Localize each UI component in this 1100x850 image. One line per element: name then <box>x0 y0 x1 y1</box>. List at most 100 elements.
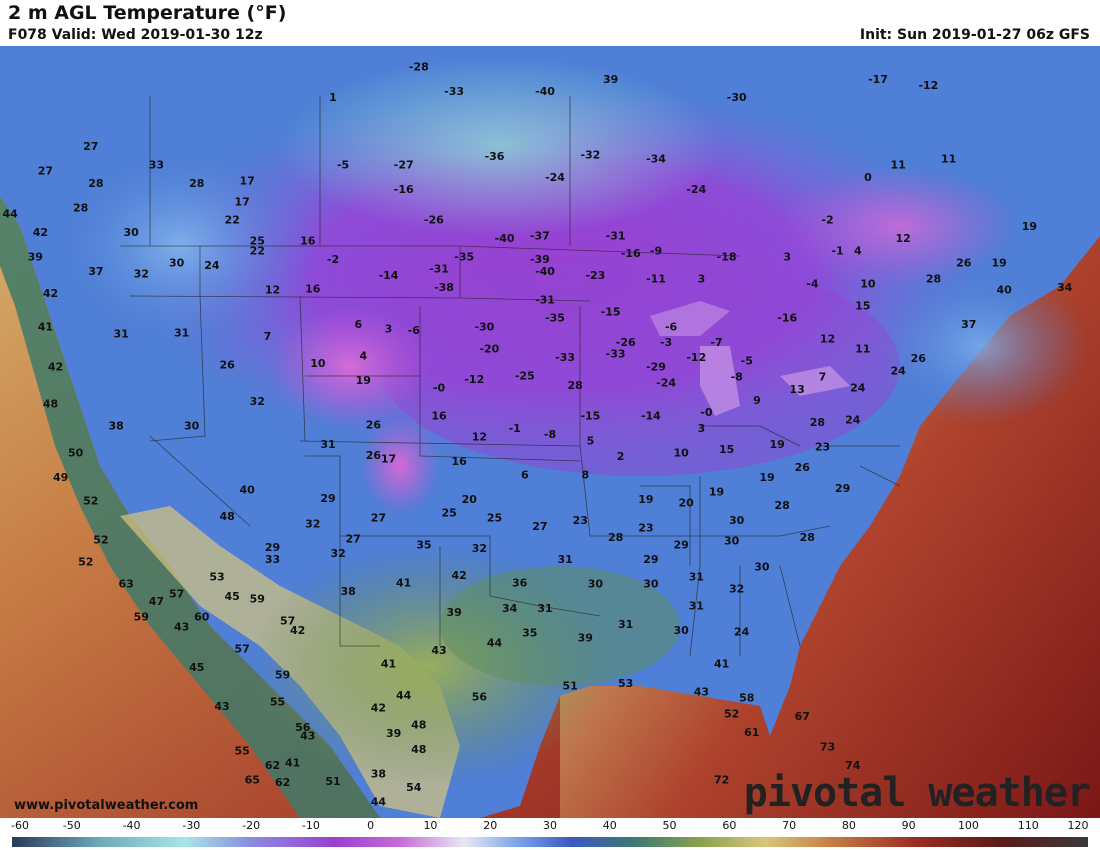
temperature-label: 31 <box>689 600 704 613</box>
temperature-label: 10 <box>310 357 326 370</box>
temperature-label: -33 <box>606 347 626 360</box>
temperature-label: 28 <box>73 201 88 214</box>
temperature-label: 32 <box>729 583 744 596</box>
temperature-label: 37 <box>88 265 103 278</box>
temperature-label: 52 <box>93 534 108 547</box>
scale-tick-label: -10 <box>301 819 320 832</box>
temperature-label: 57 <box>169 587 184 600</box>
temperature-label: -24 <box>545 171 565 184</box>
temperature-label: 32 <box>305 518 320 531</box>
temperature-label: 13 <box>790 383 805 396</box>
temperature-label: 17 <box>381 453 396 466</box>
temperature-label: 47 <box>149 595 164 608</box>
temperature-label: 12 <box>265 284 280 297</box>
temperature-label: 11 <box>941 152 956 165</box>
temperature-label: -23 <box>585 269 605 282</box>
temperature-label: 31 <box>618 618 633 631</box>
temperature-label: 30 <box>674 624 690 637</box>
temperature-label: 2 <box>617 450 625 463</box>
temperature-label: 54 <box>406 781 422 794</box>
temperature-label: 11 <box>891 159 906 172</box>
temperature-label: 19 <box>356 374 371 387</box>
temperature-label: 23 <box>573 514 588 527</box>
temperature-label: 42 <box>48 361 63 374</box>
temperature-label: -5 <box>337 159 349 172</box>
temperature-label: 41 <box>381 657 396 670</box>
temperature-label: 28 <box>568 379 583 392</box>
temperature-label: -3 <box>660 336 672 349</box>
temperature-label: 41 <box>714 657 729 670</box>
scale-tick-label: 120 <box>1067 819 1089 832</box>
temperature-label: 61 <box>744 726 759 739</box>
temperature-label: -31 <box>429 263 449 276</box>
temperature-label: 72 <box>714 774 729 787</box>
temperature-label: 43 <box>431 644 446 657</box>
scale-bar <box>12 837 1088 847</box>
temperature-label: -24 <box>656 377 676 390</box>
temperature-label: -39 <box>530 253 550 266</box>
temperature-label: -7 <box>710 336 722 349</box>
temperature-label: -16 <box>621 247 641 260</box>
temperature-label: 63 <box>118 578 133 591</box>
temperature-label: -2 <box>327 253 339 266</box>
temperature-label: 7 <box>264 330 272 343</box>
temperature-label: 29 <box>643 553 658 566</box>
temperature-label: -0 <box>433 382 446 395</box>
temperature-label: -15 <box>580 410 600 423</box>
temperature-label: -30 <box>474 320 494 333</box>
temperature-label: 44 <box>2 208 18 221</box>
temperature-label: -40 <box>495 232 515 245</box>
temperature-label: -16 <box>777 312 797 325</box>
temperature-label: 55 <box>235 744 250 757</box>
temperature-label: 11 <box>855 342 870 355</box>
temperature-label: 39 <box>28 250 43 263</box>
temperature-label: 42 <box>33 226 48 239</box>
temperature-label: 24 <box>204 259 220 272</box>
temperature-label: 30 <box>124 226 140 239</box>
scale-tick-label: 60 <box>722 819 737 832</box>
temperature-label: 12 <box>472 431 487 444</box>
temperature-label: -25 <box>515 369 535 382</box>
temperature-label: 43 <box>300 730 315 743</box>
temperature-label: 27 <box>38 165 53 178</box>
temperature-label: 65 <box>245 774 260 787</box>
temperature-label: 5 <box>587 434 595 447</box>
temperature-label: -6 <box>408 324 421 337</box>
temperature-label: 45 <box>224 590 239 603</box>
scale-tick-label: -30 <box>182 819 201 832</box>
temperature-label: -30 <box>727 91 747 104</box>
temperature-label: 28 <box>926 273 941 286</box>
temperature-label: 41 <box>285 757 300 770</box>
temperature-label: 40 <box>996 284 1012 297</box>
temperature-label: 19 <box>1022 220 1037 233</box>
temperature-label: 48 <box>411 719 426 732</box>
temperature-label: -31 <box>535 293 555 306</box>
temperature-label: 32 <box>134 268 149 281</box>
color-scale: -60 -50 -40 -30 -20 -10 0 10 20 30 40 50 60 70 80 90 100… <box>0 818 1100 850</box>
temperature-label: 28 <box>800 531 815 544</box>
scale-tick-label: -60 <box>11 819 29 832</box>
temperature-label: 27 <box>371 512 386 525</box>
temperature-label: -35 <box>454 250 474 263</box>
temperature-label: 39 <box>603 73 618 86</box>
temperature-label: 48 <box>411 743 426 756</box>
temperature-label: 7 <box>819 371 827 384</box>
temperature-label: 16 <box>452 455 468 468</box>
temperature-label: -24 <box>686 183 706 196</box>
scale-tick-label: 10 <box>423 819 438 832</box>
temperature-label: 59 <box>134 611 149 624</box>
temperature-label: 19 <box>759 471 774 484</box>
temperature-label: 43 <box>174 621 189 634</box>
temperature-label: 53 <box>618 677 633 690</box>
temperature-label: 31 <box>174 326 189 339</box>
temperature-label: -8 <box>544 428 556 441</box>
temperature-label: -14 <box>379 269 399 282</box>
temperature-label: -27 <box>394 159 414 172</box>
temperature-label: 30 <box>754 561 770 574</box>
temperature-label: 52 <box>83 494 98 507</box>
temperature-label: -4 <box>806 277 819 290</box>
temperature-label: 57 <box>280 614 295 627</box>
temperature-label: 4 <box>854 244 862 257</box>
scale-tick-label: 0 <box>367 819 375 832</box>
scale-tick-label: -50 <box>62 819 81 832</box>
